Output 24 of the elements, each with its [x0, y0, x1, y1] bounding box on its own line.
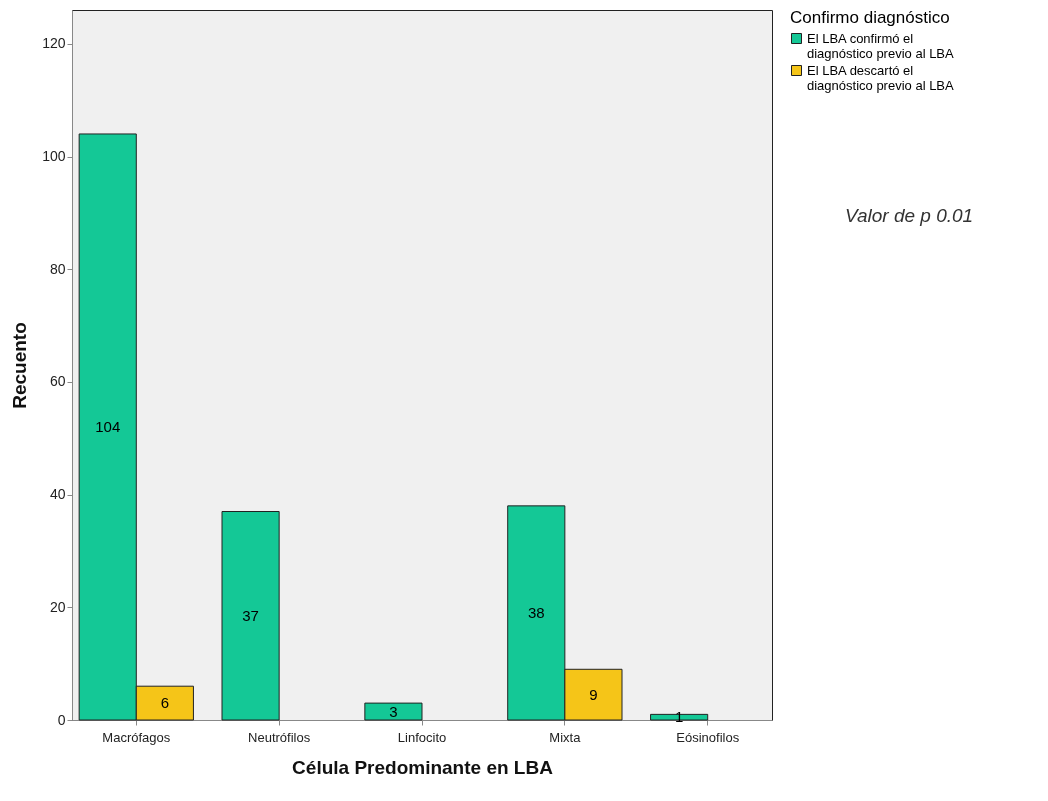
x-tick-label: Linfocito — [397, 729, 447, 745]
y-tick-label: 120 — [42, 35, 66, 52]
data-label: 104 — [95, 417, 121, 435]
y-axis-title: Recuento — [9, 322, 31, 409]
y-tick-label: 40 — [49, 486, 66, 503]
legend-title: Confirmo diagnóstico — [790, 8, 950, 27]
data-label: 38 — [527, 603, 545, 621]
y-tick-label: 20 — [49, 598, 66, 615]
x-tick-label: Eósinofilos — [676, 729, 740, 745]
y-tick-label: 100 — [42, 148, 66, 165]
data-label: 3 — [389, 702, 398, 720]
x-tick-label: Mixta — [549, 729, 582, 745]
legend-label: El LBA descartó el diagnóstico previo al LBA — [807, 62, 955, 93]
text: Valor de p 0.01 — [845, 205, 974, 227]
x-axis-title: Célula Predominante en LBA — [292, 756, 554, 778]
y-tick-label: 0 — [57, 711, 66, 728]
data-label: 6 — [160, 694, 170, 712]
x-tick-label: Macrófagos — [102, 729, 171, 745]
data-label: 37 — [242, 606, 259, 624]
legend-label: El LBA confirmó el diagnóstico previo al LBA — [807, 30, 955, 61]
y-tick-label: 60 — [49, 373, 66, 390]
data-label: 9 — [589, 685, 598, 703]
y-tick-label: 80 — [49, 260, 66, 277]
x-tick-label: Neutrófilos — [248, 729, 311, 745]
